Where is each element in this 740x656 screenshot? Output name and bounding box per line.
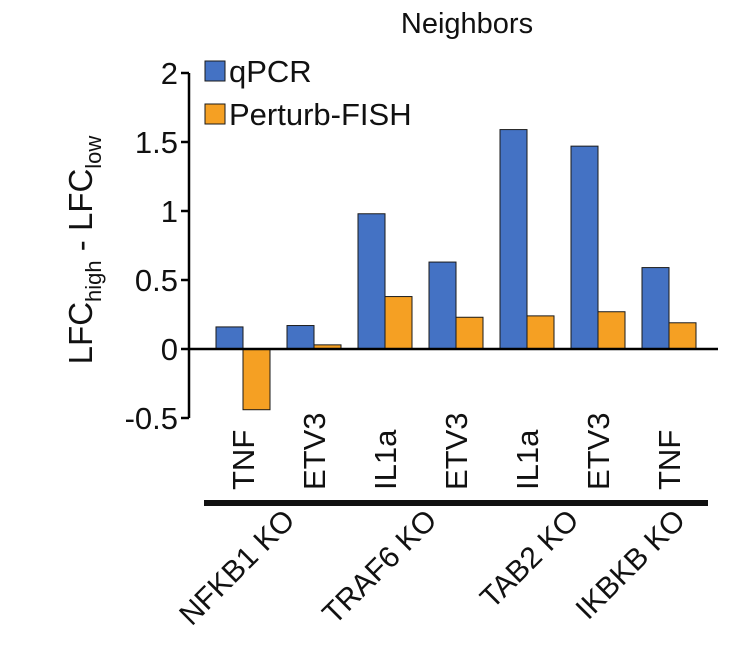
bar-qpcr-4	[499, 129, 528, 350]
y-tick-label: 0	[161, 332, 178, 367]
y-label-sub-low: low	[81, 136, 106, 169]
y-tick-label: 0.5	[135, 263, 178, 298]
bar-qpcr-3	[428, 261, 457, 350]
bar-perturb-fish-0	[242, 348, 271, 411]
x-category-label: IL1a	[368, 429, 403, 490]
bar-qpcr-2	[357, 213, 386, 350]
legend-swatch	[204, 103, 226, 125]
group-label: TAB2 KO	[474, 504, 585, 615]
group-label: TRAF6 KO	[316, 504, 443, 631]
bar-qpcr-0	[215, 326, 244, 350]
y-label-main-2: LFC	[62, 169, 99, 231]
x-category-labels: TNF ETV3 IL1a ETV3 IL1a ETV3 TNF	[226, 412, 687, 490]
bar-perturb-fish-3	[455, 316, 484, 350]
bar-perturb-fish-6	[668, 322, 697, 350]
y-label-sub-high: high	[81, 260, 106, 302]
bar-qpcr-6	[641, 267, 670, 350]
bar-perturb-fish-5	[597, 311, 626, 350]
y-tick-label: 1	[161, 194, 178, 229]
y-tick-label: -0.5	[125, 401, 178, 436]
x-category-label: TNF	[652, 430, 687, 490]
bar-qpcr-5	[570, 145, 599, 350]
x-category-label: ETV3	[439, 412, 474, 490]
y-label-main: LFC	[62, 302, 99, 364]
y-axis-label: LFChigh - LFClow	[62, 136, 106, 365]
chart-title: Neighbors	[401, 8, 533, 40]
legend-label: qPCR	[229, 54, 312, 89]
x-category-label: ETV3	[581, 412, 616, 490]
legend: qPCR Perturb-FISH	[204, 54, 412, 132]
bar-qpcr-1	[286, 325, 315, 350]
y-label-separator: -	[62, 231, 99, 260]
bars	[215, 129, 697, 411]
group-label: NFKB1 KO	[173, 504, 301, 632]
bar-perturb-fish-2	[384, 296, 413, 350]
x-category-label: TNF	[226, 430, 261, 490]
y-axis: -0.5 0 0.5 1 1.5 2	[125, 56, 191, 436]
legend-label: Perturb-FISH	[229, 97, 412, 132]
x-category-label: IL1a	[510, 429, 545, 490]
x-category-label: ETV3	[297, 412, 332, 490]
group-label: IKBKB KO	[570, 504, 692, 626]
legend-swatch	[204, 60, 226, 82]
y-tick-label: 1.5	[135, 125, 178, 160]
y-tick-label: 2	[161, 56, 178, 91]
bar-perturb-fish-4	[526, 315, 555, 350]
